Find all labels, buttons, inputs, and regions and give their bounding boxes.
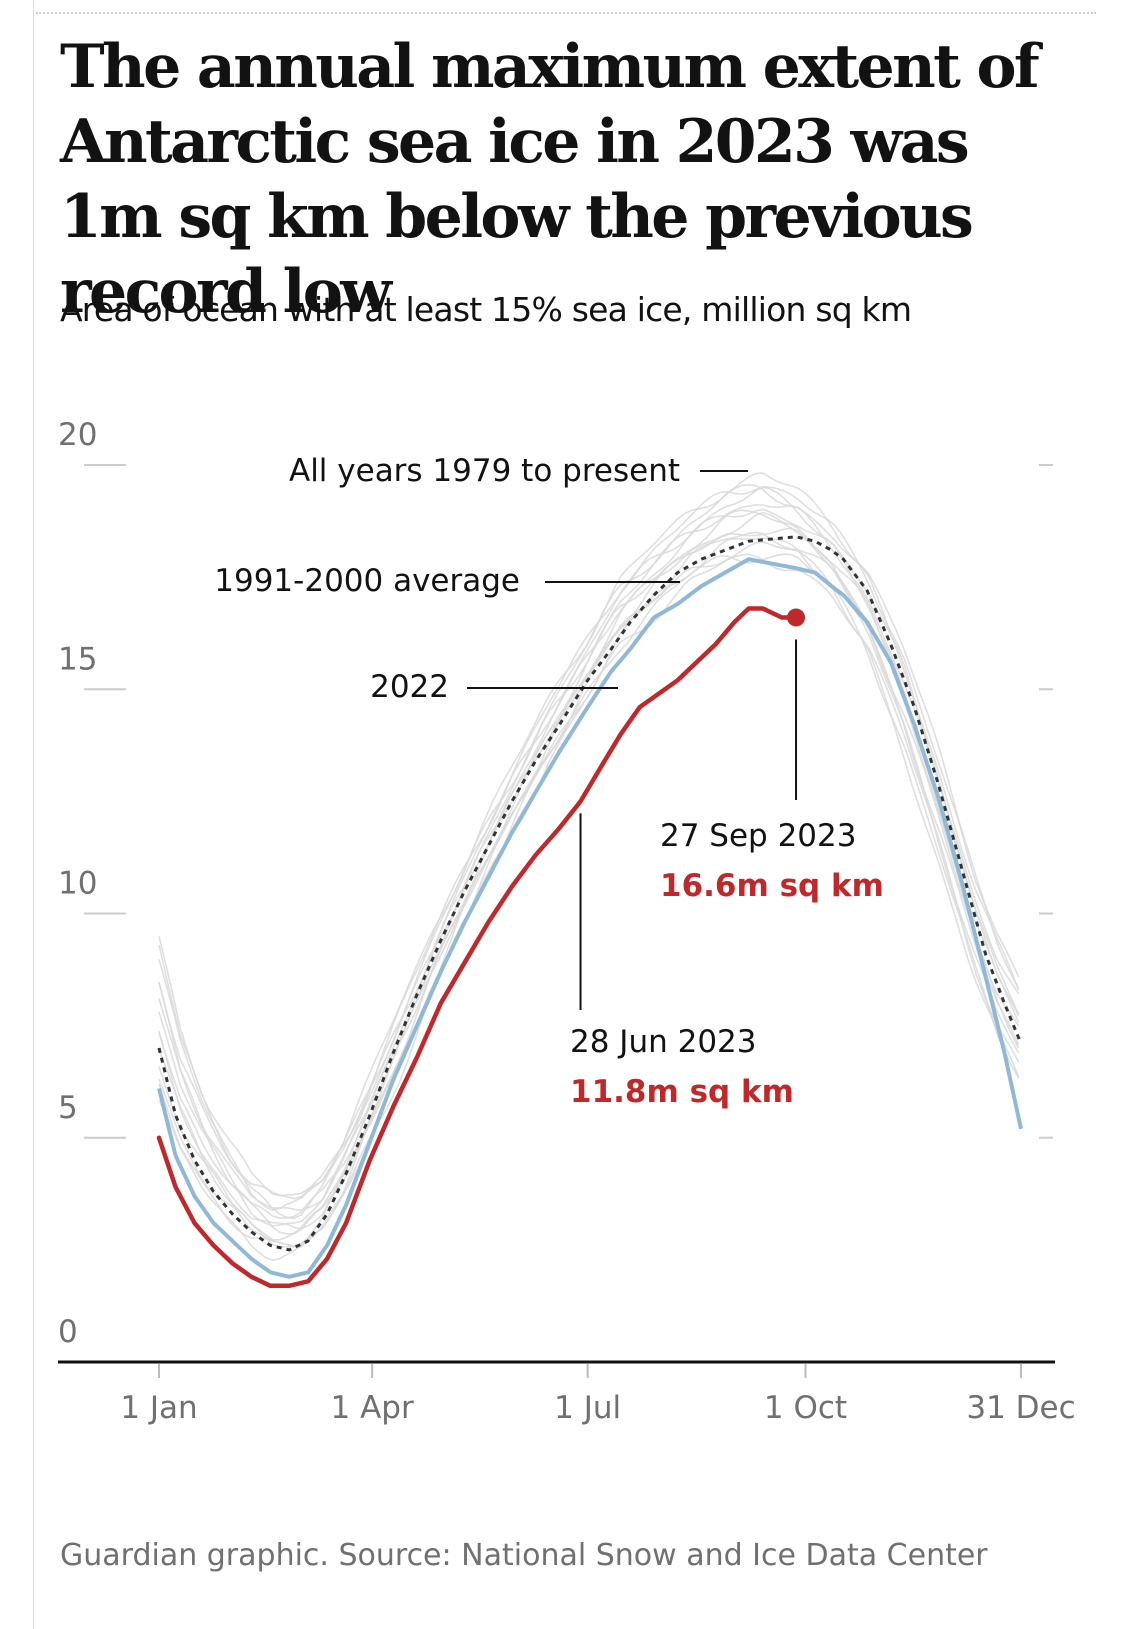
historic-year-line — [158, 537, 1020, 1248]
y-tick-label: 0 — [58, 1314, 78, 1350]
historic-year-line — [158, 485, 1020, 1200]
sea-ice-chart: 0 5 10 15 20 All years 1979 to present 1991-2… — [58, 417, 1076, 1426]
x-tick-label: 1 Jan — [120, 1390, 197, 1426]
annotation-sep-date: 27 Sep 2023 — [660, 818, 856, 854]
chart-title: The annual maximum extent of Antarctic s… — [60, 32, 1040, 327]
annotation-jun-date: 28 Jun 2023 — [570, 1024, 756, 1060]
historic-years-band — [158, 472, 1020, 1262]
y-tick-label: 20 — [58, 417, 97, 453]
year-2023-endpoint-dot — [787, 608, 806, 627]
y-tick-label: 15 — [58, 641, 97, 677]
x-tick-label: 1 Oct — [764, 1390, 847, 1426]
historic-year-line — [158, 472, 1020, 1197]
x-tick-label: 31 Dec — [966, 1390, 1075, 1426]
x-tick-label: 1 Apr — [331, 1390, 414, 1426]
label-average: 1991-2000 average — [214, 563, 520, 599]
x-axis: 1 Jan 1 Apr 1 Jul 1 Oct 31 Dec — [58, 1360, 1076, 1426]
y-axis-ticks — [84, 464, 1053, 1139]
annotation-sep-value: 16.6m sq km — [660, 868, 884, 904]
historic-year-line — [158, 511, 1020, 1235]
frame-top-border — [36, 12, 1096, 14]
y-axis-labels: 0 5 10 15 20 — [58, 417, 97, 1350]
x-tick-label: 1 Jul — [554, 1390, 621, 1426]
source-note: Guardian graphic. Source: National Snow … — [60, 1538, 988, 1573]
frame-left-border — [33, 0, 34, 1629]
series-lines — [156, 535, 1023, 1289]
year-2022-line — [157, 557, 1023, 1279]
annotations: All years 1979 to present 1991-2000 avera… — [214, 453, 884, 1110]
year-2023-line — [156, 606, 799, 1289]
label-2022: 2022 — [370, 669, 449, 705]
annotation-jun-value: 11.8m sq km — [570, 1074, 794, 1110]
chart-subtitle: Area of ocean with at least 15% sea ice,… — [60, 290, 912, 329]
y-tick-label: 5 — [58, 1090, 78, 1126]
average-1991-2000-line — [157, 535, 1023, 1252]
historic-year-line — [158, 504, 1020, 1212]
historic-year-line — [158, 486, 1020, 1220]
label-all-years: All years 1979 to present — [289, 453, 680, 489]
y-tick-label: 10 — [58, 866, 97, 902]
